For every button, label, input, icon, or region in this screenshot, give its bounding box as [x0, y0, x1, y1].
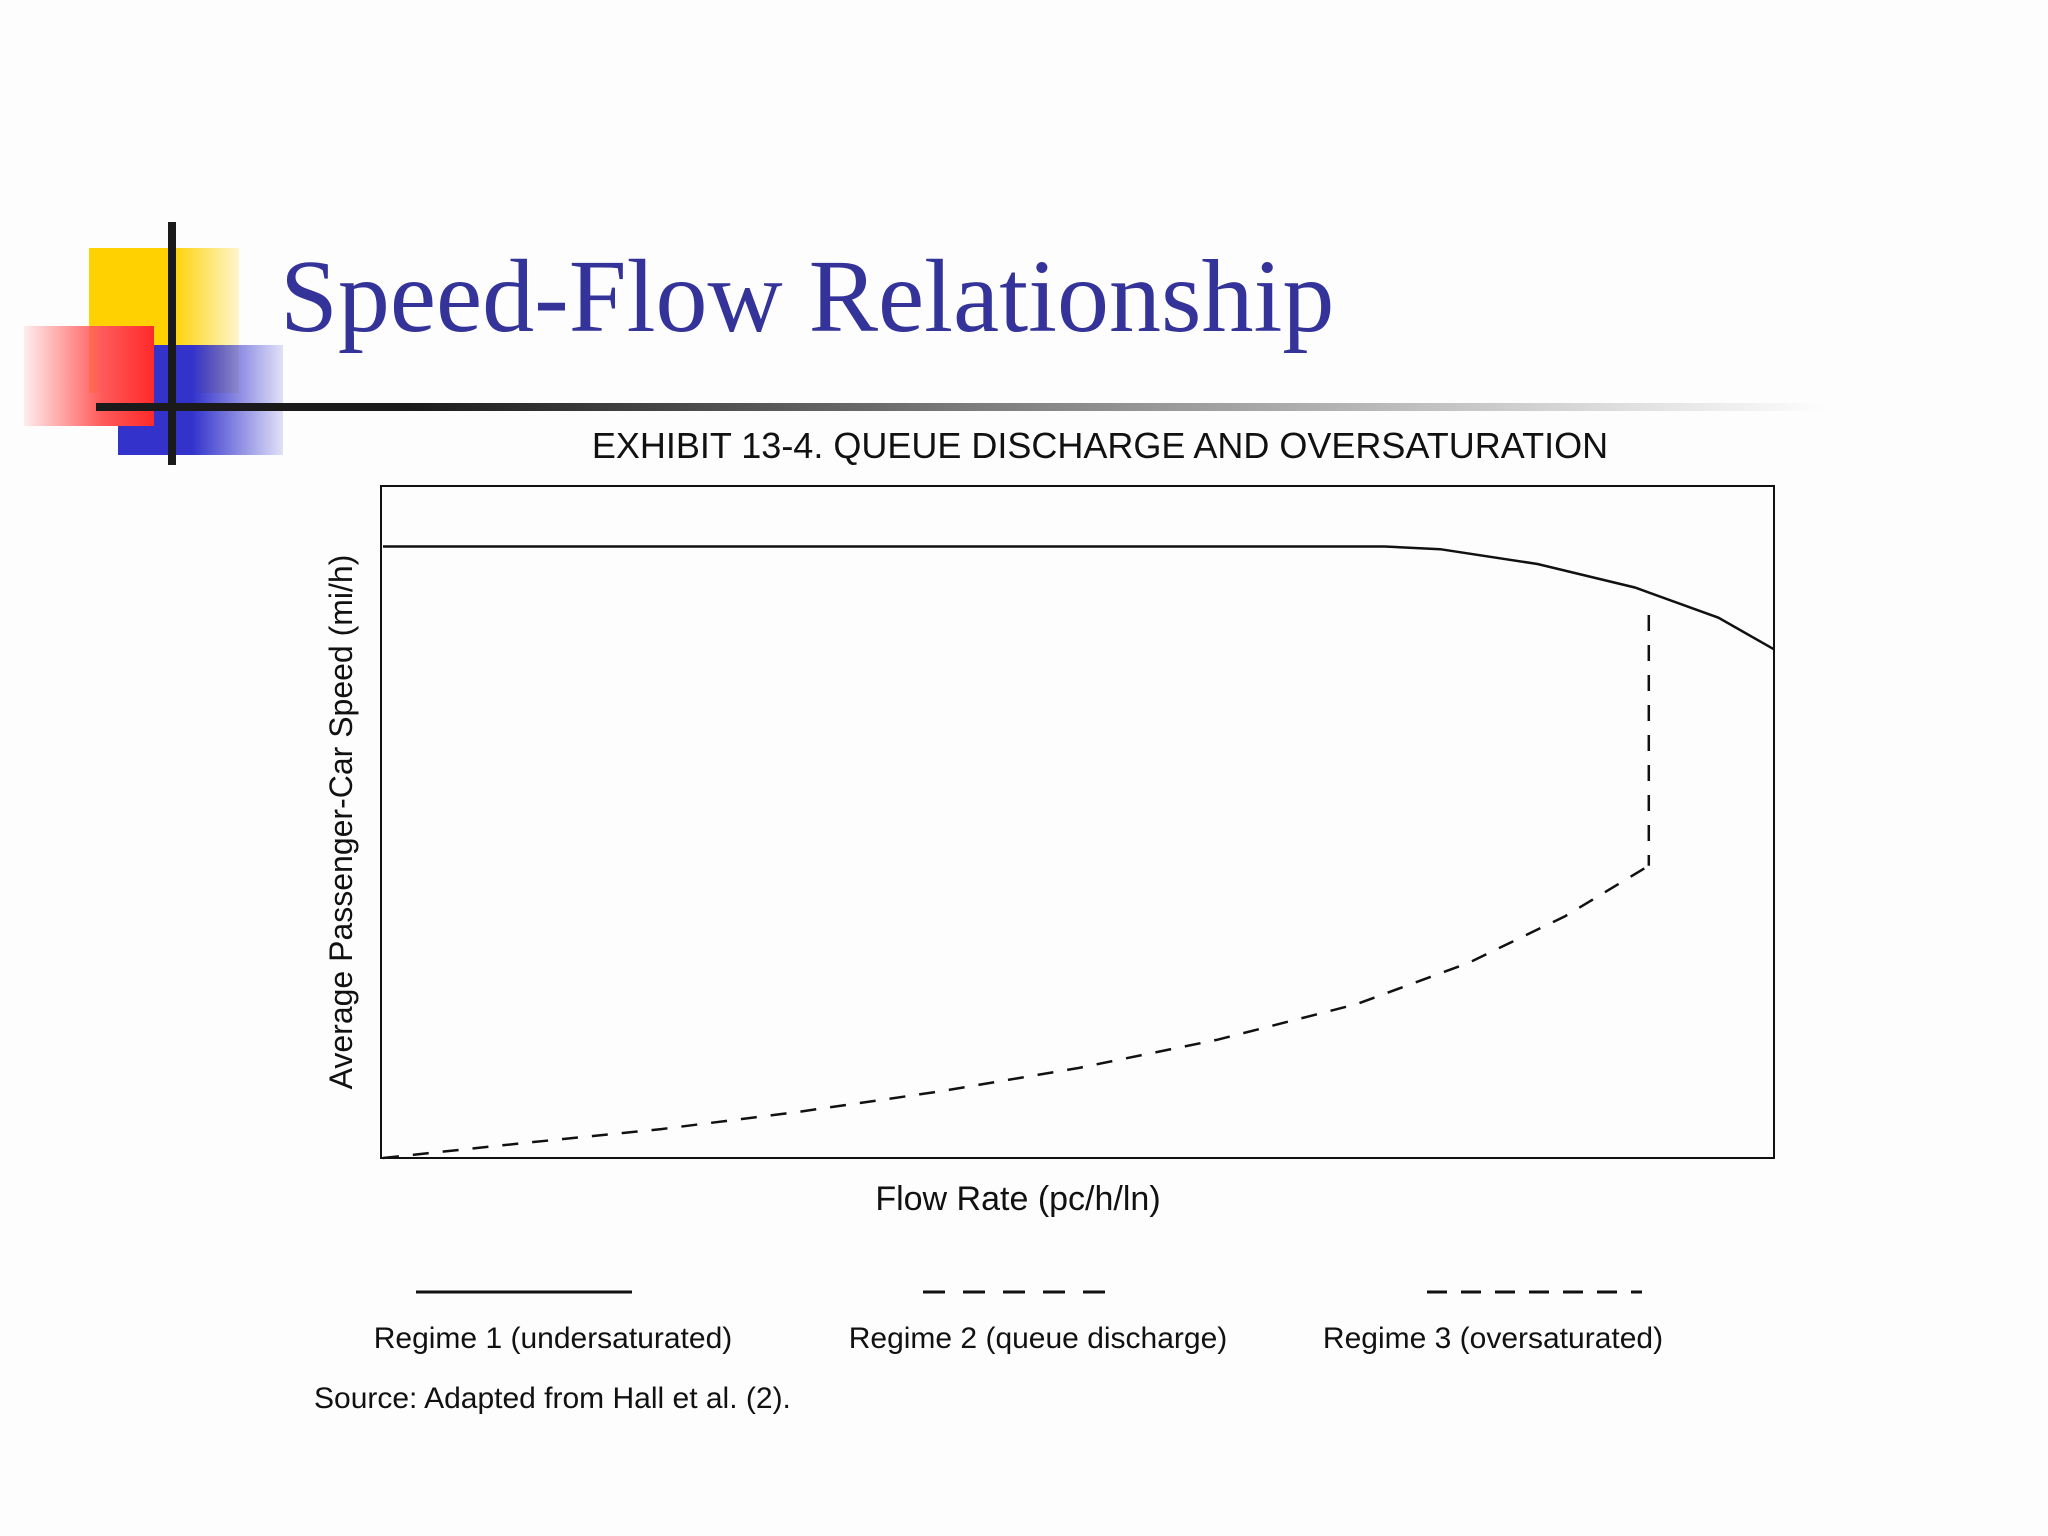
- legend-label-regime-1: Regime 1 (undersaturated): [374, 1322, 733, 1355]
- legend-label-regime-2: Regime 2 (queue discharge): [849, 1322, 1228, 1355]
- y-axis-label: Average Passenger-Car Speed (mi/h): [323, 555, 359, 1090]
- series-line-regime-3: [382, 864, 1650, 1160]
- x-axis-label: Flow Rate (pc/h/ln): [875, 1180, 1160, 1218]
- chart-title: EXHIBIT 13-4. QUEUE DISCHARGE AND OVERSA…: [592, 425, 1608, 466]
- title-underline: [96, 403, 1826, 411]
- logo-vertical-line: [168, 222, 176, 465]
- series-layer: [382, 545, 1775, 1160]
- series-line-regime-1: [383, 545, 1775, 651]
- plot-frame: [380, 485, 1775, 1159]
- slide-title: Speed-Flow Relationship: [280, 239, 1335, 354]
- legend-label-regime-3: Regime 3 (oversaturated): [1323, 1322, 1663, 1355]
- source-note: Source: Adapted from Hall et al. (2).: [314, 1382, 791, 1415]
